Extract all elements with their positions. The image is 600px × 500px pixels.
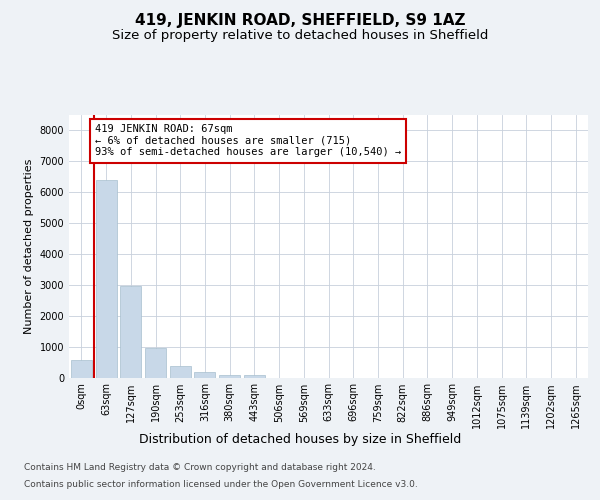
Bar	[244, 376, 265, 378]
Bar	[219, 374, 240, 378]
Bar	[95, 180, 116, 378]
Bar	[120, 286, 141, 378]
Bar	[194, 372, 215, 378]
Y-axis label: Number of detached properties: Number of detached properties	[24, 158, 34, 334]
Bar	[145, 348, 166, 378]
Text: Contains HM Land Registry data © Crown copyright and database right 2024.: Contains HM Land Registry data © Crown c…	[24, 464, 376, 472]
Text: Contains public sector information licensed under the Open Government Licence v3: Contains public sector information licen…	[24, 480, 418, 489]
Bar	[170, 366, 191, 378]
Text: 419 JENKIN ROAD: 67sqm
← 6% of detached houses are smaller (715)
93% of semi-det: 419 JENKIN ROAD: 67sqm ← 6% of detached …	[95, 124, 401, 158]
Text: Size of property relative to detached houses in Sheffield: Size of property relative to detached ho…	[112, 29, 488, 42]
Text: Distribution of detached houses by size in Sheffield: Distribution of detached houses by size …	[139, 432, 461, 446]
Bar	[71, 360, 92, 378]
Text: 419, JENKIN ROAD, SHEFFIELD, S9 1AZ: 419, JENKIN ROAD, SHEFFIELD, S9 1AZ	[135, 12, 465, 28]
